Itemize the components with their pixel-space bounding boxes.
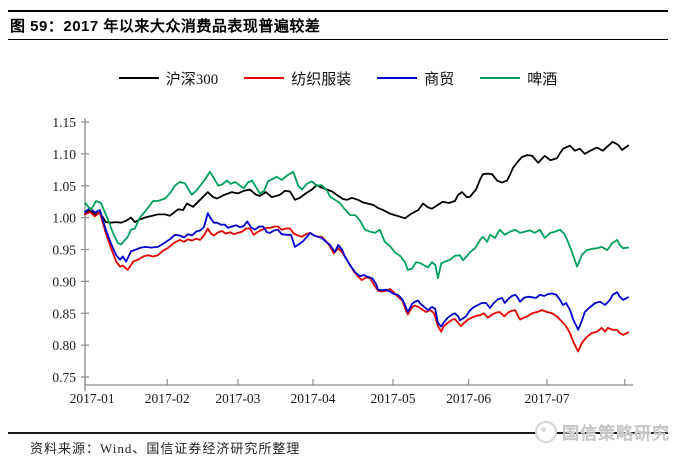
legend-label: 啤酒 bbox=[527, 71, 558, 88]
chart-legend: 沪深300 纺织服装 商贸 啤酒 bbox=[0, 63, 676, 93]
legend-item-2: 商贸 bbox=[377, 68, 454, 89]
y-tick-label: 0.85 bbox=[52, 306, 76, 321]
y-tick-label: 1.00 bbox=[52, 211, 76, 226]
legend-label: 沪深300 bbox=[165, 71, 219, 88]
x-tick-label: 2017-05 bbox=[370, 391, 415, 406]
legend-swatch bbox=[118, 77, 159, 79]
x-tick-label: 2017-04 bbox=[290, 391, 335, 406]
legend-label: 纺织服装 bbox=[291, 71, 352, 88]
source-note: 资料来源：Wind、国信证券经济研究所整理 bbox=[30, 441, 301, 456]
y-tick-label: 1.10 bbox=[52, 147, 76, 162]
series-line-1 bbox=[84, 210, 629, 353]
legend-swatch bbox=[480, 77, 521, 79]
legend-swatch bbox=[377, 77, 418, 79]
x-tick-label: 2017-02 bbox=[145, 391, 190, 406]
figure-title: 图 59：2017 年以来大众消费品表现普遍较差 bbox=[10, 18, 321, 35]
x-tick-label: 2017-06 bbox=[446, 391, 491, 406]
legend-item-1: 纺织服装 bbox=[244, 68, 351, 89]
brand-watermark: 国信策略研究 bbox=[535, 419, 670, 444]
x-tick-label: 2017-03 bbox=[215, 391, 260, 406]
legend-label: 商贸 bbox=[424, 71, 455, 88]
legend-item-3: 啤酒 bbox=[480, 68, 557, 89]
y-tick-label: 1.15 bbox=[52, 115, 76, 130]
series-line-0 bbox=[84, 140, 629, 224]
y-tick-label: 0.80 bbox=[52, 338, 76, 353]
series-line-2 bbox=[84, 207, 629, 331]
title-rule-top bbox=[8, 10, 668, 12]
brand-logo-icon bbox=[535, 420, 557, 443]
legend-item-0: 沪深300 bbox=[118, 68, 219, 89]
x-tick-label: 2017-01 bbox=[70, 391, 115, 406]
x-tick-label: 2017-07 bbox=[524, 391, 569, 406]
y-tick-label: 0.90 bbox=[52, 274, 76, 289]
legend-swatch bbox=[244, 77, 285, 79]
y-tick-label: 0.75 bbox=[52, 370, 76, 385]
footer-rule bbox=[8, 432, 668, 434]
y-tick-label: 1.05 bbox=[52, 179, 76, 194]
brand-watermark-text: 国信策略研究 bbox=[562, 424, 670, 443]
title-rule-bottom bbox=[8, 39, 668, 40]
y-tick-label: 0.95 bbox=[52, 243, 76, 258]
series-line-3 bbox=[84, 170, 629, 280]
